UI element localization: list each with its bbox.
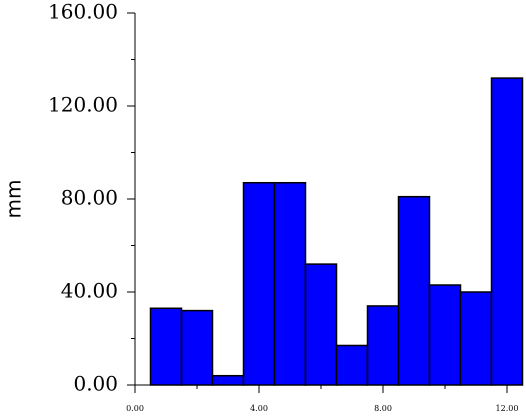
- y-axis-title: mm: [2, 180, 26, 219]
- bar: [149, 307, 183, 386]
- y-tick-label: 160.00: [48, 0, 118, 24]
- bar: [428, 284, 462, 386]
- bar: [180, 309, 214, 386]
- x-tick-label: 12.00: [496, 404, 519, 413]
- bar: [211, 374, 245, 386]
- y-tick-label: 40.00: [61, 279, 118, 303]
- bar: [242, 181, 276, 386]
- bar: [366, 305, 400, 386]
- y-tick-label: 80.00: [61, 186, 118, 210]
- bar: [459, 291, 493, 386]
- x-tick-label: 0.00: [126, 404, 144, 413]
- bar: [490, 77, 524, 386]
- y-tick-label: 0.00: [73, 372, 118, 396]
- bar: [304, 263, 338, 386]
- x-tick-label: 8.00: [374, 404, 392, 413]
- x-tick-label: 4.00: [250, 404, 268, 413]
- y-tick-label: 120.00: [48, 93, 118, 117]
- bar: [397, 195, 431, 386]
- bar: [273, 181, 307, 386]
- bar: [335, 344, 369, 386]
